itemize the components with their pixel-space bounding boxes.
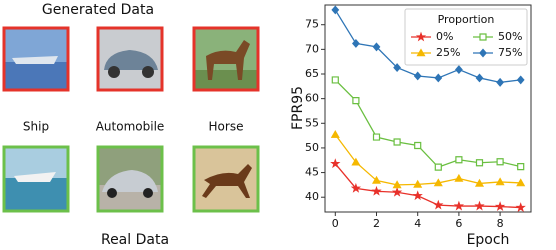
legend-label: 25% (436, 46, 460, 59)
legend-label: 50% (498, 30, 522, 43)
marker (413, 71, 422, 81)
marker (434, 163, 442, 171)
real-automobile (96, 145, 164, 213)
marker (351, 157, 361, 166)
marker (371, 185, 382, 196)
x-tick-label: 0 (332, 217, 339, 230)
y-tick-label: 55 (305, 116, 319, 129)
image-label: Ship (23, 120, 49, 134)
marker (516, 178, 526, 187)
marker (517, 163, 525, 171)
marker (371, 175, 382, 184)
marker (330, 130, 340, 138)
x-tick-label: 6 (455, 217, 462, 230)
x-axis-label: Epoch (467, 232, 510, 248)
marker (433, 178, 443, 187)
marker (414, 141, 422, 150)
marker (393, 138, 401, 146)
marker (454, 173, 464, 182)
marker (474, 178, 485, 187)
marker (352, 97, 360, 105)
marker (496, 77, 504, 87)
marker (434, 73, 443, 83)
image-label: Automobile (96, 120, 165, 134)
x-tick-label: 8 (497, 217, 504, 230)
marker (350, 182, 362, 193)
marker (331, 5, 340, 15)
y-axis-label: FPR95 (290, 86, 306, 130)
generated-automobile (96, 26, 164, 92)
y-tick-label: 45 (305, 166, 319, 179)
marker (413, 179, 423, 188)
marker (372, 133, 381, 141)
marker (496, 158, 504, 166)
top-caption: Generated Data (42, 2, 154, 18)
y-tick-label: 75 (305, 18, 319, 31)
legend-marker (415, 31, 427, 42)
real-ship (2, 145, 70, 213)
marker (475, 159, 484, 167)
marker (393, 63, 401, 73)
marker (372, 42, 381, 52)
marker (412, 190, 423, 201)
marker (495, 177, 505, 186)
marker (455, 156, 463, 164)
marker (455, 65, 463, 75)
generated-horse (192, 26, 260, 92)
real-horse (192, 145, 260, 213)
marker (475, 73, 484, 83)
plot-frame (324, 4, 532, 213)
legend-marker (479, 33, 487, 41)
legend-marker (479, 48, 487, 58)
legend-label: 0% (436, 30, 453, 43)
series-line (334, 163, 521, 209)
legend-marker (416, 48, 426, 57)
y-tick-label: 50 (305, 141, 319, 154)
line-chart: Epoch FPR95 40 45 50 55 60 65 70 75 0 2 4 6 8 Proport… (290, 4, 532, 248)
y-tick-label: 70 (305, 42, 319, 55)
legend-title: Proportion (438, 13, 495, 26)
marker (453, 200, 465, 211)
marker (433, 199, 444, 210)
marker (352, 38, 360, 48)
y-tick-label: 40 (305, 190, 319, 203)
marker (494, 201, 506, 211)
marker (392, 180, 402, 189)
marker (474, 200, 485, 211)
x-tick-label: 4 (414, 217, 421, 230)
marker (391, 186, 403, 197)
generated-ship (2, 26, 70, 92)
legend-box (404, 8, 528, 66)
marker (515, 202, 526, 212)
marker (516, 75, 525, 85)
y-tick-label: 60 (305, 92, 319, 105)
series-line (334, 134, 521, 186)
bottom-caption: Real Data (101, 232, 169, 248)
image-label: Horse (209, 120, 244, 134)
series-line (334, 79, 521, 168)
x-tick-label: 2 (373, 217, 380, 230)
legend-label: 75% (498, 46, 522, 59)
y-tick-label: 65 (305, 67, 319, 80)
marker (331, 76, 339, 84)
series-line (334, 9, 521, 84)
marker (330, 158, 341, 169)
